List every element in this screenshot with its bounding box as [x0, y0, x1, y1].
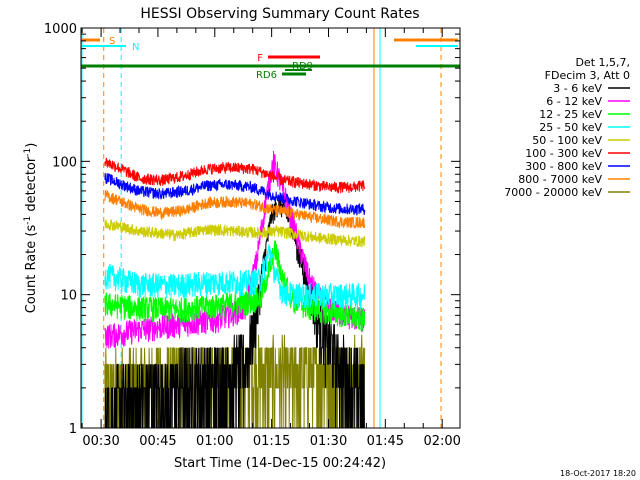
flag-label: S	[109, 36, 115, 47]
flag-label: N	[132, 42, 139, 53]
legend-label: 12 - 25 keV	[539, 108, 602, 121]
legend-label: 25 - 50 keV	[539, 121, 602, 134]
flag-bars: S N F RD9 RD6	[81, 36, 460, 81]
chart-title: HESSI Observing Summary Count Rates	[140, 6, 419, 22]
series-layer	[104, 150, 366, 428]
series-line	[104, 196, 365, 428]
y-tick-label: 10	[60, 289, 77, 304]
y-tick-label: 100	[52, 155, 77, 170]
x-tick-label: 01:30	[310, 434, 347, 449]
legend-label: 3 - 6 keV	[553, 82, 602, 95]
legend-label: 300 - 800 keV	[525, 160, 602, 173]
x-axis-label: Start Time (14-Dec-15 00:24:42)	[174, 456, 386, 471]
x-tick-label: 00:30	[82, 434, 119, 449]
x-axis: 00:30 00:45 01:00 01:15 01:30 01:45 02:00	[81, 28, 461, 449]
x-tick-label: 02:00	[423, 434, 460, 449]
flag-label: RD9	[292, 61, 313, 72]
legend-label: 800 - 7000 keV	[518, 173, 602, 186]
series-line	[104, 219, 366, 248]
flag-label: F	[257, 53, 263, 64]
series-line	[104, 244, 366, 309]
x-tick-label: 00:45	[139, 434, 176, 449]
series-line	[104, 189, 366, 229]
generated-timestamp: 18-Oct-2017 18:20	[560, 469, 636, 478]
y-axis: 1 10 100 1000	[44, 22, 460, 437]
series-line	[104, 173, 366, 216]
legend-label: 50 - 100 keV	[532, 134, 602, 147]
legend-header-line-1: Det 1,5,7,	[575, 56, 630, 69]
legend-label: 6 - 12 keV	[546, 95, 602, 108]
plot-frame	[80, 27, 461, 429]
x-tick-label: 01:45	[367, 434, 404, 449]
y-axis-label: Count Rate (s-1 detector-1)	[23, 143, 39, 314]
legend-header-line-2: FDecim 3, Att 0	[545, 69, 630, 82]
flag-label: RD6	[256, 70, 277, 81]
y-tick-label: 1	[69, 422, 77, 437]
series-line	[104, 157, 366, 194]
y-tick-label: 1000	[44, 22, 77, 37]
legend-label: 100 - 300 keV	[525, 147, 602, 160]
series-line	[104, 240, 366, 332]
legend-label: 7000 - 20000 keV	[504, 186, 602, 199]
x-tick-label: 01:00	[196, 434, 233, 449]
x-tick-label: 01:15	[253, 434, 290, 449]
